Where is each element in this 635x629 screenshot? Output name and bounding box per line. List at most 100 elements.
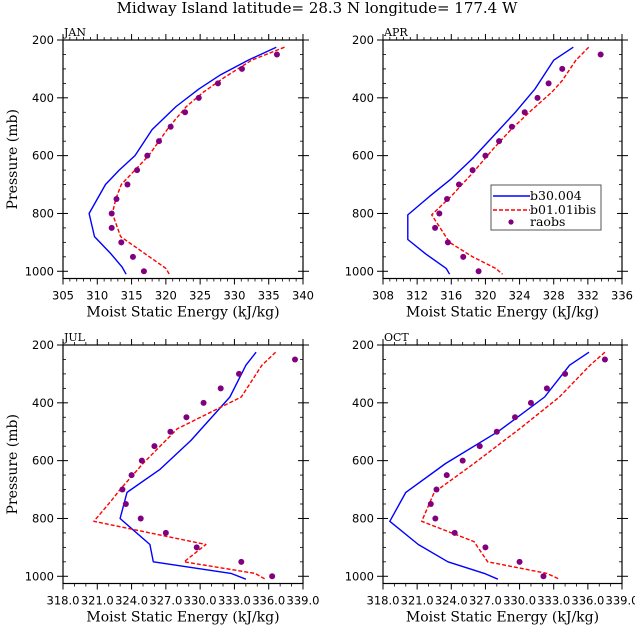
x-tick-label: 328: [543, 289, 565, 303]
data-point-raobs: [238, 65, 245, 72]
data-point-raobs: [292, 356, 298, 363]
data-point-raobs: [140, 268, 147, 275]
figure-title: Midway Island latitude= 28.3 N longitude…: [117, 0, 518, 17]
y-tick-label: 1000: [345, 569, 374, 583]
y-tick-label: 600: [32, 149, 54, 163]
data-point-raobs: [238, 558, 245, 565]
x-axis-title: Moist Static Energy (kJ/kg): [406, 610, 599, 626]
data-point-raobs: [469, 167, 476, 174]
data-point-raobs: [521, 109, 528, 116]
y-axis-title: Pressure (mb): [5, 109, 21, 209]
data-point-raobs: [444, 239, 451, 246]
legend: b30.004 b01.01ibis raobs: [490, 184, 602, 231]
data-point-raobs: [217, 385, 224, 392]
data-point-raobs: [182, 109, 189, 116]
data-point-raobs: [269, 573, 276, 580]
data-point-raobs: [459, 457, 466, 464]
y-tick-label: 1000: [25, 569, 54, 583]
x-tick-label: 332: [577, 289, 599, 303]
data-point-raobs: [156, 138, 162, 145]
x-axis-title: Moist Static Energy (kJ/kg): [86, 610, 279, 626]
y-axis-title: Pressure (mb): [5, 414, 21, 514]
data-point-raobs: [460, 253, 467, 260]
x-tick-label: 327.0: [149, 594, 182, 608]
x-tick-label: 315: [121, 289, 143, 303]
data-point-raobs: [144, 152, 151, 159]
data-point-raobs: [183, 414, 190, 421]
data-point-raobs: [540, 573, 547, 580]
x-tick-label: 340: [292, 289, 314, 303]
panel-label: APR: [383, 26, 408, 39]
x-tick-label: 320: [155, 289, 177, 303]
panel-jan: JAN 305 310 315 320 325 330 335 340 200 400 600 800 1…: [5, 26, 314, 321]
panel-label: JUL: [63, 331, 86, 344]
data-point-raobs: [122, 501, 129, 507]
series-line-b30-004: [407, 46, 574, 275]
data-point-raobs: [516, 558, 523, 565]
data-point-raobs: [273, 51, 280, 58]
x-tick-label: 335: [258, 289, 280, 303]
plot-frame: [382, 344, 623, 585]
data-point-raobs: [108, 210, 115, 217]
data-point-raobs: [543, 385, 550, 392]
y-tick-label: 600: [352, 454, 374, 468]
x-tick-label: 324: [509, 289, 531, 303]
panel-label: JAN: [63, 26, 86, 39]
data-point-raobs: [482, 152, 489, 159]
data-point-raobs: [476, 443, 483, 450]
x-tick-label: 325: [189, 289, 211, 303]
data-point-raobs: [496, 138, 503, 145]
series-line-b01-01ibis: [431, 46, 590, 275]
series-line-b01-01ibis: [111, 46, 285, 275]
data-point-raobs: [432, 224, 439, 231]
x-tick-label: 336.0: [252, 594, 285, 608]
data-point-raobs: [601, 356, 608, 363]
data-point-raobs: [455, 181, 462, 188]
data-point-raobs: [482, 544, 489, 551]
y-tick-label: 400: [352, 91, 374, 105]
data-point-raobs: [432, 515, 439, 522]
x-tick-label: 318.0: [367, 594, 400, 608]
data-point-raobs: [129, 253, 136, 260]
x-tick-label: 333.0: [218, 594, 251, 608]
data-point-raobs: [597, 51, 604, 58]
x-tick-label: 336: [611, 289, 633, 303]
panel-apr: APR 308 312 316 320 324 328 332 336 200 400 600 800 1…: [345, 26, 633, 321]
x-tick-label: 330.0: [184, 594, 217, 608]
y-tick-label: 200: [32, 33, 54, 47]
data-point-raobs: [427, 501, 434, 507]
legend-label-b01-01ibis: b01.01ibis: [530, 202, 596, 217]
x-tick-label: 333.0: [537, 594, 570, 608]
x-tick-label: 321.0: [401, 594, 434, 608]
data-point-raobs: [193, 544, 200, 551]
x-tick-label: 324.0: [435, 594, 468, 608]
data-point-raobs: [167, 428, 174, 435]
x-tick-label: 324.0: [115, 594, 148, 608]
x-tick-label: 305: [52, 289, 74, 303]
y-tick-label: 400: [352, 396, 374, 410]
data-point-raobs: [512, 414, 519, 421]
y-tick-label: 800: [352, 511, 374, 525]
panel-label: OCT: [384, 331, 409, 344]
y-tick-label: 800: [32, 511, 54, 525]
x-tick-label: 318.0: [47, 594, 80, 608]
x-axis-title: Moist Static Energy (kJ/kg): [406, 305, 599, 321]
series-line-b30-004: [88, 46, 277, 275]
data-point-raobs: [545, 80, 552, 87]
plot-frame: [62, 39, 304, 280]
y-tick-label: 200: [352, 338, 374, 352]
x-tick-label: 327.0: [469, 594, 502, 608]
x-tick-label: 316: [440, 289, 462, 303]
data-point-raobs: [137, 515, 144, 522]
data-point-raobs: [128, 472, 135, 479]
plot-frame: [382, 39, 623, 280]
x-tick-label: 336.0: [571, 594, 604, 608]
y-tick-label: 800: [352, 206, 374, 220]
x-axis-title: Moist Static Energy (kJ/kg): [86, 305, 279, 321]
data-point-raobs: [214, 80, 221, 87]
y-tick-label: 200: [32, 338, 54, 352]
data-point-raobs: [444, 196, 451, 202]
data-point-raobs: [167, 123, 174, 130]
y-tick-label: 1000: [25, 264, 54, 278]
